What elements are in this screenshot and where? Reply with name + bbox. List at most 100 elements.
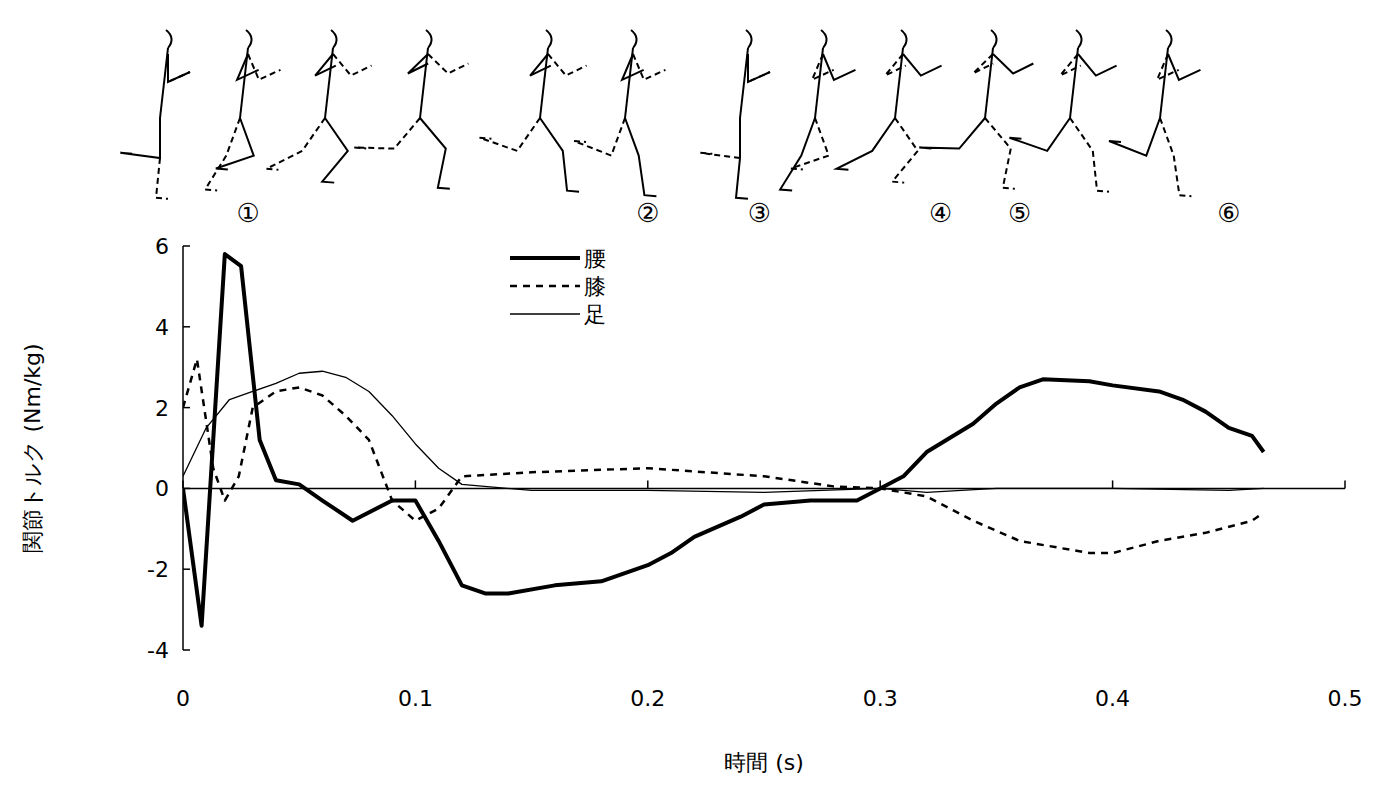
x-tick-label: 0.2 (630, 686, 665, 711)
figure-arm (315, 54, 336, 76)
x-tick-label: 0.1 (398, 686, 433, 711)
x-tick-label: 0.4 (1095, 686, 1130, 711)
x-tick-label: 0.3 (863, 686, 898, 711)
runner-figure (266, 30, 371, 183)
figure-head (991, 30, 997, 48)
phase-label: ⑤ (1008, 198, 1031, 228)
figure-leg (479, 118, 540, 151)
figure-arm (1168, 54, 1200, 80)
figure-leg (919, 118, 985, 149)
figure-arm (237, 54, 259, 80)
phase-label: ③ (748, 198, 771, 228)
legend-label: 足 (584, 302, 606, 327)
figure-head (746, 30, 752, 48)
figure-arm (633, 54, 665, 80)
figure-arm (903, 54, 942, 76)
series-line (183, 371, 1264, 492)
figure-leg (156, 118, 168, 199)
figure-arm (248, 54, 280, 80)
figure-arm (548, 54, 587, 76)
figure-arm (333, 54, 372, 76)
figure-leg (322, 118, 348, 183)
figure-head (901, 30, 907, 48)
x-tick (647, 480, 649, 488)
phase-label: ④ (929, 198, 952, 228)
runner-figure (700, 30, 770, 199)
figure-leg (216, 118, 254, 169)
runner-figure (1109, 30, 1200, 196)
x-tick (182, 480, 184, 488)
figure-leg (985, 118, 1015, 189)
figure-head (166, 30, 172, 48)
legend: 腰膝足 (510, 246, 606, 327)
figure-arm (748, 54, 770, 82)
legend-swatch (510, 285, 580, 288)
figure-leg (836, 118, 895, 170)
x-tick-label: 0 (176, 686, 190, 711)
figure-torso (740, 48, 748, 118)
series-lines (183, 254, 1264, 626)
phase-label: ② (636, 198, 659, 228)
figure-leg (1070, 118, 1109, 192)
figure-arm (748, 54, 770, 82)
figure-leg (1109, 118, 1160, 156)
x-tick (415, 480, 417, 488)
figure-arm (1060, 54, 1081, 76)
phase-label: ① (236, 198, 259, 228)
figure-leg (700, 118, 740, 158)
figure-torso (1070, 48, 1078, 118)
x-tick-label: 0.5 (1328, 686, 1363, 711)
figure-leg (1160, 118, 1191, 196)
legend-label: 膝 (584, 274, 606, 299)
y-tick (183, 649, 190, 651)
runner-figure (120, 30, 190, 199)
y-axis-title: 関節トルク (Nm/kg) (20, 343, 45, 552)
runner-figure (919, 30, 1033, 189)
series-line (183, 254, 1264, 626)
y-tick-label: -4 (147, 638, 169, 663)
runner-figure (354, 30, 468, 189)
runner-figure (836, 30, 941, 183)
figure-leg (420, 118, 450, 189)
figure-leg (205, 118, 240, 191)
figure-leg (120, 118, 160, 158)
figure-leg (574, 118, 625, 156)
figure-torso (895, 48, 903, 118)
figure-arm (1078, 54, 1117, 76)
y-tick-label: 4 (155, 315, 169, 340)
figure-arm (823, 54, 855, 80)
figure-arm (622, 54, 644, 80)
figure-head (631, 30, 637, 48)
runner-figure (574, 30, 665, 196)
figure-head (546, 30, 552, 48)
y-tick-label: 2 (155, 396, 169, 421)
x-tick (1112, 480, 1114, 488)
figure-head (426, 30, 432, 48)
figure-arm (1157, 54, 1179, 80)
series-line (183, 359, 1264, 553)
y-tick (183, 245, 190, 247)
runner-figure (780, 30, 855, 191)
figure-arm (812, 54, 834, 80)
figure-arm (973, 54, 993, 74)
figure-arm (168, 54, 190, 82)
figure-arm (428, 54, 468, 74)
figure-arm (885, 54, 906, 76)
axes: -4-2024600.10.20.30.40.5 (147, 234, 1362, 711)
figure-head (246, 30, 252, 48)
legend-swatch (510, 256, 580, 260)
x-axis-title: 時間 (s) (724, 750, 804, 775)
legend-label: 腰 (584, 246, 606, 271)
figure-arm (530, 54, 551, 76)
y-tick (183, 568, 190, 570)
figure-head (821, 30, 827, 48)
legend-swatch (510, 313, 580, 314)
chart: ①②③④⑤⑥-4-2024600.10.20.30.40.5時間 (s)関節トル… (0, 0, 1377, 790)
runner-figure (205, 30, 280, 191)
y-tick-label: 0 (155, 476, 169, 501)
figure-leg (266, 118, 325, 170)
figure-head (1076, 30, 1082, 48)
runner-figure (1009, 30, 1116, 192)
y-tick-label: 6 (155, 234, 169, 259)
figure-leg (791, 118, 829, 169)
